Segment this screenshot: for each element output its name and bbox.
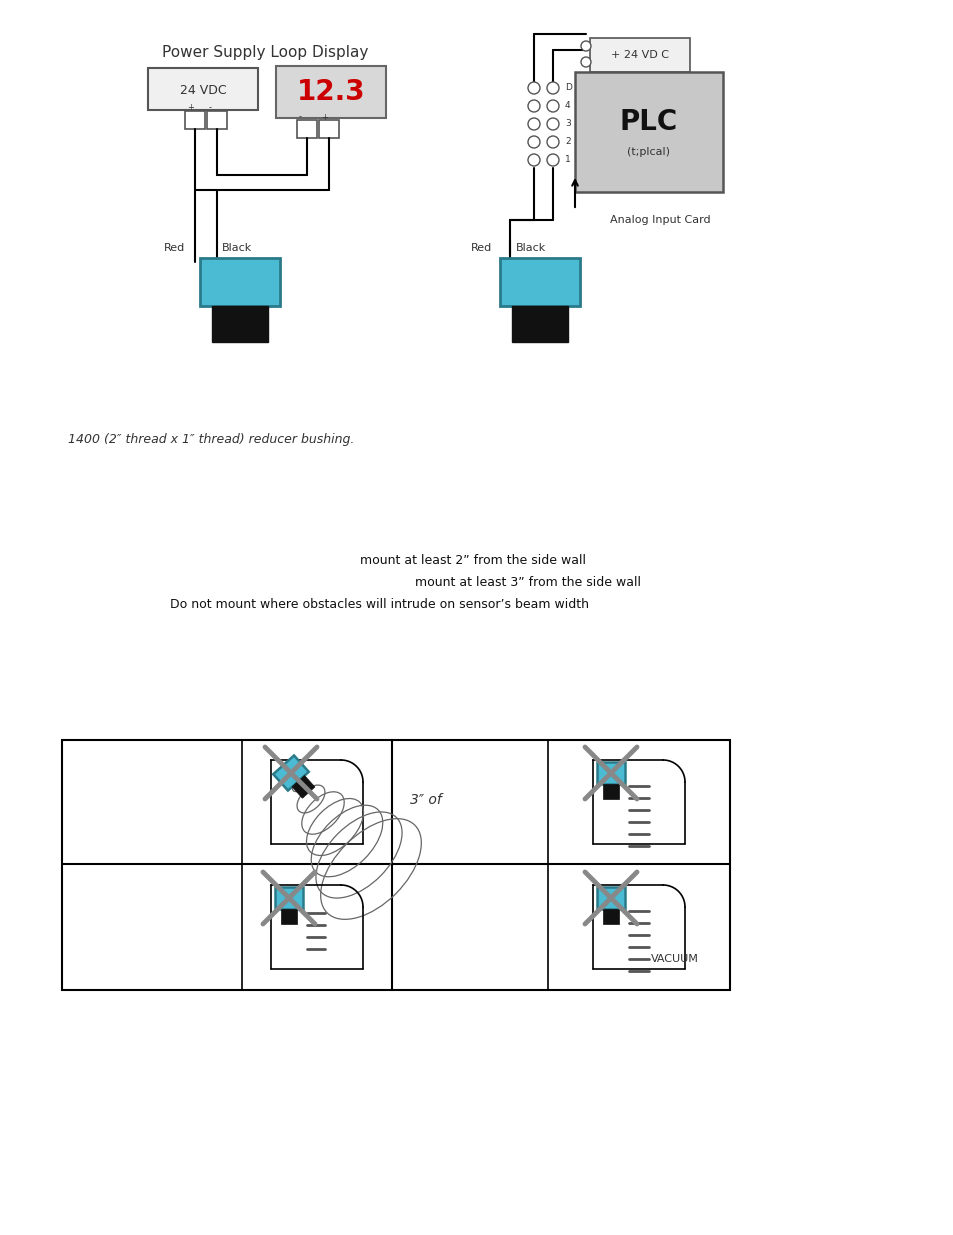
Text: 24 VDC: 24 VDC	[179, 84, 226, 96]
Text: 3: 3	[564, 120, 570, 128]
Bar	[499, 258, 579, 306]
Bar	[280, 909, 297, 925]
Bar	[200, 258, 280, 306]
Circle shape	[546, 82, 558, 94]
Bar	[594, 830, 683, 844]
Bar	[272, 944, 361, 969]
Text: 12.3: 12.3	[296, 78, 365, 106]
Bar	[512, 306, 567, 342]
Bar	[597, 762, 624, 784]
Text: + 24 VD C: + 24 VD C	[610, 49, 668, 61]
Bar	[296, 120, 316, 138]
Bar	[62, 740, 729, 990]
Bar	[575, 72, 722, 191]
Text: Do not mount where obstacles will intrude on sensor’s beam width: Do not mount where obstacles will intrud…	[170, 598, 588, 610]
Text: PLC: PLC	[619, 107, 678, 136]
Bar	[185, 111, 205, 128]
Text: Red: Red	[164, 243, 185, 253]
Text: 1400 (2″ thread x 1″ thread) reducer bushing.: 1400 (2″ thread x 1″ thread) reducer bus…	[68, 433, 354, 447]
Bar	[292, 776, 314, 798]
Circle shape	[527, 154, 539, 165]
Bar	[275, 65, 386, 119]
Circle shape	[546, 100, 558, 112]
Text: -: -	[298, 112, 302, 121]
Text: 3″ of: 3″ of	[410, 793, 441, 806]
Bar	[602, 784, 618, 799]
Bar	[602, 909, 618, 925]
Bar	[212, 306, 268, 342]
Bar	[207, 111, 227, 128]
Text: Red: Red	[470, 243, 492, 253]
Circle shape	[527, 82, 539, 94]
Circle shape	[527, 119, 539, 130]
Bar	[148, 68, 257, 110]
Text: Black: Black	[222, 243, 252, 253]
Text: +: +	[187, 104, 193, 112]
Circle shape	[546, 136, 558, 148]
Text: +: +	[320, 112, 328, 121]
Text: 4: 4	[564, 101, 570, 110]
Text: Black: Black	[516, 243, 546, 253]
Text: mount at least 3” from the side wall: mount at least 3” from the side wall	[415, 576, 640, 589]
Bar	[597, 887, 624, 909]
Bar	[273, 756, 309, 790]
Circle shape	[546, 119, 558, 130]
Text: Analog Input Card: Analog Input Card	[609, 215, 710, 225]
Circle shape	[546, 154, 558, 165]
Circle shape	[580, 57, 590, 67]
Text: 1: 1	[564, 156, 570, 164]
Text: Power Supply Loop Display: Power Supply Loop Display	[162, 44, 368, 59]
Text: (t;plcal): (t;plcal)	[627, 147, 670, 157]
Text: -: -	[209, 104, 212, 112]
Text: 2: 2	[564, 137, 570, 147]
Bar	[274, 887, 303, 909]
Text: VACUUM: VACUUM	[650, 953, 699, 965]
Bar	[589, 38, 689, 72]
Circle shape	[580, 41, 590, 51]
Text: mount at least 2” from the side wall: mount at least 2” from the side wall	[359, 553, 585, 567]
Circle shape	[527, 100, 539, 112]
Text: D: D	[564, 84, 571, 93]
Bar	[318, 120, 338, 138]
Circle shape	[527, 136, 539, 148]
Bar	[272, 830, 361, 844]
